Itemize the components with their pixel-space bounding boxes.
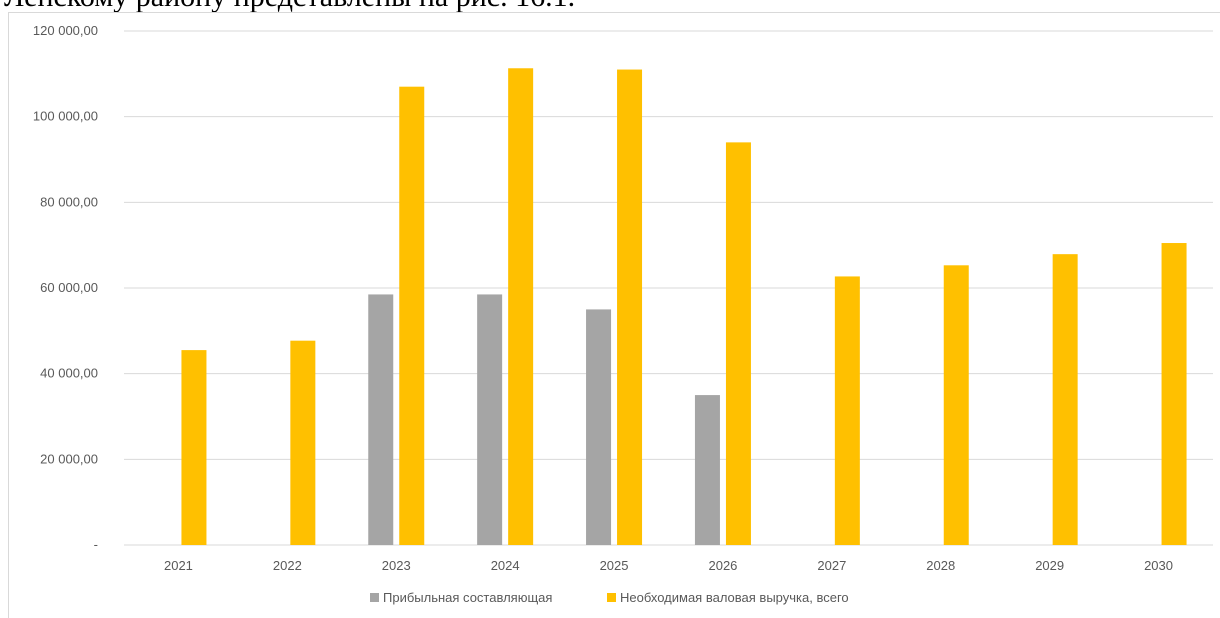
bar-revenue-2024 — [508, 68, 534, 545]
y-tick-label: - — [94, 537, 98, 552]
x-tick-label: 2030 — [1144, 558, 1173, 573]
x-tick-label: 2027 — [817, 558, 846, 573]
bar-profit-2024 — [477, 294, 503, 545]
bar-revenue-2027 — [834, 276, 860, 545]
bar-profit-2023 — [368, 294, 394, 545]
x-tick-label: 2022 — [273, 558, 302, 573]
y-tick-label: 40 000,00 — [40, 366, 98, 381]
bar-revenue-2028 — [943, 265, 969, 545]
bar-profit-2026 — [694, 395, 720, 545]
bar-revenue-2029 — [1052, 254, 1078, 545]
y-tick-label: 100 000,00 — [33, 109, 98, 124]
bar-revenue-2022 — [290, 340, 316, 545]
bar-revenue-2026 — [725, 142, 751, 545]
x-axis-ticks: 2021 2022 2023 2024 2025 2026 2027 2028 2029 2030 — [164, 558, 1173, 573]
document-caption-text: Ленскому району представлены на рис. 16.… — [4, 0, 575, 12]
bar-revenue-2023 — [399, 86, 425, 545]
legend-swatch-revenue — [607, 593, 616, 602]
y-axis-ticks: - 20 000,00 40 000,00 60 000,00 80 000,00 100… — [33, 23, 98, 552]
y-tick-label: 80 000,00 — [40, 194, 98, 209]
legend-label-profit: Прибыльная составляющая — [383, 590, 552, 605]
x-tick-label: 2024 — [491, 558, 520, 573]
x-tick-label: 2028 — [926, 558, 955, 573]
bar-revenue-2030 — [1161, 243, 1187, 545]
legend-swatch-profit — [370, 593, 379, 602]
legend-label-revenue: Необходимая валовая выручка, всего — [620, 590, 849, 605]
gridlines — [124, 30, 1213, 546]
bar-revenue-2025 — [617, 69, 643, 546]
legend: Прибыльная составляющая Необходимая валов… — [370, 590, 849, 605]
y-tick-label: 120 000,00 — [33, 23, 98, 38]
x-tick-label: 2026 — [708, 558, 737, 573]
x-tick-label: 2025 — [600, 558, 629, 573]
chart-frame — [8, 12, 1220, 618]
bar-profit-2025 — [586, 309, 612, 545]
y-tick-label: 60 000,00 — [40, 280, 98, 295]
x-tick-label: 2029 — [1035, 558, 1064, 573]
bar-revenue-2021 — [181, 350, 207, 545]
y-tick-label: 20 000,00 — [40, 451, 98, 466]
bars — [181, 68, 1187, 546]
x-tick-label: 2021 — [164, 558, 193, 573]
x-tick-label: 2023 — [382, 558, 411, 573]
